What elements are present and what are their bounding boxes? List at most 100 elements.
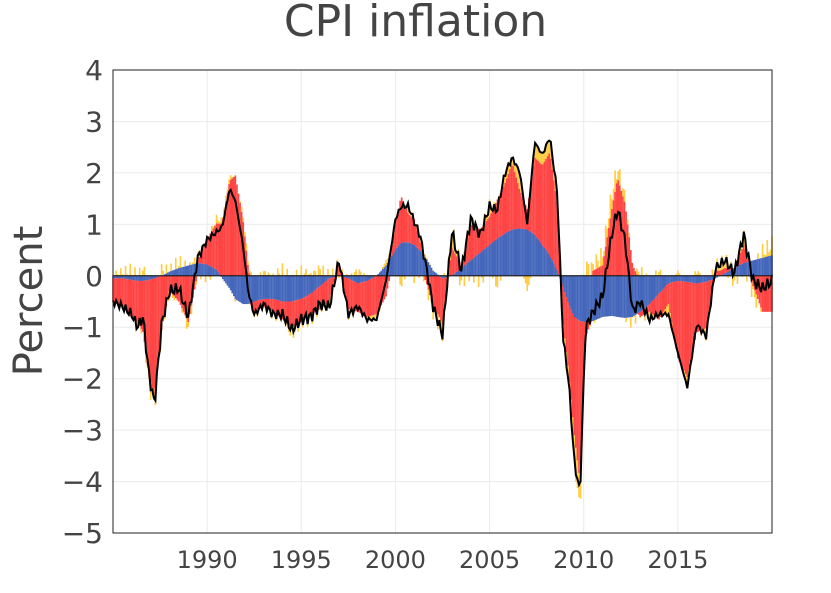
- noise-bar: [639, 316, 642, 319]
- cycle-bar: [534, 157, 536, 236]
- trend-bar: [250, 275, 252, 303]
- cycle-bar: [495, 202, 497, 240]
- trend-bar: [391, 255, 394, 276]
- trend-bar: [201, 263, 204, 276]
- noise-bar: [170, 263, 172, 272]
- noise-bar: [658, 271, 660, 276]
- trend-bar: [757, 259, 759, 276]
- noise-bar: [515, 163, 518, 178]
- trend-bar: [705, 275, 707, 282]
- trend-bar: [485, 247, 488, 276]
- trend-bar: [311, 275, 314, 293]
- noise-bar: [259, 272, 262, 276]
- cycle-bar: [320, 284, 323, 308]
- x-tick-label: 2010: [553, 546, 614, 574]
- trend-bar: [229, 275, 232, 291]
- cycle-bar: [537, 160, 540, 240]
- cycle-bar: [225, 201, 227, 276]
- cycle-bar: [291, 301, 293, 328]
- trend-bar: [758, 258, 761, 276]
- noise-bar: [247, 261, 249, 265]
- noise-bar: [573, 435, 576, 455]
- noise-bar: [600, 248, 602, 267]
- cycle-bar: [126, 279, 128, 313]
- cycle-bar: [620, 190, 623, 276]
- trend-bar: [722, 274, 725, 276]
- trend-bar: [228, 275, 230, 288]
- cycle-bar: [284, 301, 287, 323]
- trend-bar: [167, 272, 169, 276]
- trend-bar: [396, 247, 398, 276]
- noise-bar: [217, 220, 219, 224]
- trend-bar: [203, 263, 205, 276]
- trend-bar: [645, 275, 648, 307]
- trend-bar: [534, 235, 536, 276]
- cycle-bar: [193, 275, 196, 290]
- trend-bar: [678, 275, 681, 282]
- noise-bar: [264, 270, 267, 276]
- trend-bar: [298, 275, 301, 300]
- trend-bar: [477, 253, 480, 276]
- cycle-bar: [325, 280, 328, 305]
- trend-bar: [575, 275, 577, 319]
- cycle-bar: [222, 218, 224, 276]
- trend-bar: [666, 275, 668, 286]
- noise-bar: [629, 317, 632, 328]
- trend-bar: [763, 257, 765, 276]
- trend-bar: [512, 229, 514, 276]
- cycle-bar: [152, 278, 155, 395]
- trend-bar: [245, 275, 248, 305]
- trend-bar: [317, 275, 320, 288]
- cycle-bar: [273, 299, 276, 314]
- trend-bar: [607, 275, 610, 317]
- cycle-bar: [385, 275, 387, 297]
- cycle-bar: [661, 290, 663, 315]
- cycle-bar: [323, 282, 326, 306]
- noise-bar: [399, 275, 401, 285]
- trend-bar: [625, 275, 627, 318]
- cycle-bar: [391, 244, 394, 256]
- trend-bar: [179, 267, 182, 276]
- trend-bar: [633, 275, 635, 317]
- cycle-bar: [600, 266, 602, 276]
- trend-bar: [209, 266, 212, 276]
- trend-bar: [345, 275, 348, 278]
- cycle-bar: [691, 282, 693, 355]
- trend-bar: [283, 275, 285, 302]
- noise-bar: [655, 270, 657, 276]
- cycle-bar: [328, 278, 331, 302]
- trend-bar: [421, 253, 423, 276]
- trend-bar: [193, 263, 196, 276]
- noise-bar: [758, 303, 761, 305]
- trend-bar: [623, 275, 626, 318]
- noise-bar: [618, 169, 621, 186]
- trend-bar: [753, 259, 756, 276]
- trend-bar: [165, 273, 168, 276]
- cycle-bar: [653, 298, 656, 316]
- trend-bar: [667, 275, 670, 284]
- noise-bar: [162, 270, 165, 276]
- cycle-bar: [556, 201, 558, 270]
- noise-bar: [214, 224, 216, 226]
- cycle-bar: [452, 250, 455, 275]
- noise-bar: [589, 324, 591, 327]
- noise-bar: [749, 276, 751, 278]
- noise-bar: [507, 162, 510, 174]
- trend-bar: [408, 242, 411, 276]
- noise-bar: [234, 298, 237, 302]
- noise-bar: [625, 317, 627, 323]
- trend-bar: [755, 259, 758, 276]
- trend-bar: [140, 275, 143, 281]
- cycle-bar: [717, 270, 720, 276]
- cycle-bar: [669, 283, 671, 314]
- noise-bar: [141, 270, 144, 276]
- chart-title: CPI inflation: [283, 0, 548, 47]
- trend-bar: [604, 275, 607, 317]
- trend-bar: [137, 275, 139, 281]
- noise-bar: [727, 275, 729, 279]
- trend-bar: [553, 263, 555, 276]
- cycle-bar: [666, 285, 668, 307]
- noise-bar: [719, 268, 722, 271]
- trend-bar: [683, 275, 685, 282]
- cycle-bar: [702, 282, 704, 330]
